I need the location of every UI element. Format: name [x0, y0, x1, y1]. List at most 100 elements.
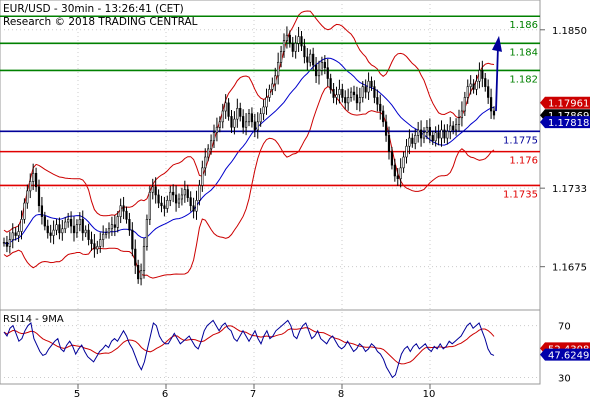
candle-body	[61, 228, 64, 234]
rsi-ma-line	[3, 325, 495, 365]
candle-body	[93, 243, 96, 250]
moving-average-layer	[3, 57, 495, 245]
resistance-level-label: 1.182	[509, 74, 538, 85]
candle-body	[5, 242, 9, 247]
y-tick-label: 1.1733	[552, 184, 587, 195]
candle-body	[139, 270, 143, 280]
candle-body	[236, 107, 239, 120]
candle-body	[265, 97, 268, 108]
candle-body	[373, 86, 376, 98]
candle-body	[277, 61, 280, 77]
resistance-level-label: 1.184	[509, 47, 538, 58]
candle-body	[29, 181, 32, 192]
candle-body	[422, 132, 426, 139]
candle-body	[46, 225, 49, 234]
candle-body	[209, 140, 213, 150]
candle-body	[8, 239, 11, 247]
x-tick-label: 8	[338, 389, 344, 400]
candle-body	[72, 225, 76, 234]
candle-body	[102, 233, 105, 240]
candle-body	[382, 110, 385, 123]
forecast-arrow-head	[492, 35, 502, 52]
price-tag-label: 1.17961	[548, 99, 589, 110]
candle-body	[90, 239, 93, 244]
support-level-label: 1.176	[509, 156, 538, 167]
candle-body	[37, 186, 41, 207]
candle-body	[384, 121, 388, 136]
rsi-layer	[0, 319, 540, 379]
axes-layer: 1.179611.178691.178181.18501.17331.16755…	[74, 26, 590, 400]
candle-body	[180, 194, 184, 200]
candle-body	[279, 51, 283, 63]
candle-body	[414, 135, 417, 144]
candle-body	[344, 97, 347, 104]
grid-layer	[0, 0, 540, 384]
candle-body	[390, 151, 394, 166]
rsi-value-tag-box	[540, 348, 590, 361]
candle-body	[40, 205, 44, 217]
bollinger-upper-line	[3, 10, 495, 233]
candle-body	[201, 167, 204, 186]
candle-body	[204, 156, 207, 169]
candle-body	[58, 224, 61, 234]
candle-body	[355, 94, 359, 104]
candle-body	[349, 91, 353, 98]
candle-body	[227, 102, 230, 117]
candle-body	[11, 232, 14, 240]
candle-body	[198, 185, 201, 201]
rsi-line	[3, 319, 495, 379]
candle-body	[338, 89, 341, 96]
candle-body	[434, 132, 437, 142]
candle-body	[151, 186, 154, 193]
forecast-arrow-layer	[492, 35, 502, 112]
candle-body	[472, 83, 475, 90]
candle-body	[489, 97, 493, 112]
candle-body	[96, 246, 99, 250]
candle-body	[364, 86, 367, 93]
candle-body	[163, 205, 166, 209]
candle-body	[32, 172, 35, 182]
candle-body	[408, 137, 411, 147]
candle-body	[183, 189, 186, 196]
candle-body	[332, 89, 335, 98]
candle-body	[2, 242, 6, 244]
candle-body	[487, 86, 490, 98]
candle-body	[125, 210, 128, 220]
candle-body	[303, 45, 306, 58]
candle-body	[478, 70, 481, 82]
candle-body	[81, 219, 84, 234]
candle-body	[186, 189, 189, 198]
candle-body	[189, 197, 192, 207]
candle-body	[457, 117, 461, 125]
rsi-y-tick-label: 30	[558, 374, 571, 385]
bollinger-lower-line	[3, 86, 495, 279]
candle-body	[300, 36, 303, 47]
candle-body	[131, 229, 134, 250]
candle-body	[75, 224, 79, 234]
candle-body	[172, 191, 175, 196]
candle-body	[475, 80, 478, 90]
candle-body	[23, 202, 26, 220]
candles-layer	[2, 26, 496, 286]
candle-body	[212, 132, 216, 142]
candle-body	[361, 86, 364, 98]
candle-body	[396, 175, 399, 179]
candle-body	[20, 219, 23, 232]
candle-body	[14, 232, 17, 236]
candle-body	[282, 40, 286, 52]
candle-body	[393, 164, 396, 177]
candle-body	[352, 91, 356, 96]
candle-body	[67, 219, 70, 223]
candle-body	[484, 78, 487, 87]
candle-body	[268, 89, 271, 98]
candle-body	[417, 129, 420, 136]
candle-body	[104, 232, 108, 235]
candle-body	[285, 34, 289, 41]
rsi-panel-frame	[0, 309, 541, 385]
candle-body	[174, 194, 178, 204]
candle-body	[399, 167, 402, 179]
price-tag-label: 1.17818	[548, 118, 589, 129]
candle-body	[221, 110, 224, 123]
candle-body	[306, 56, 309, 63]
